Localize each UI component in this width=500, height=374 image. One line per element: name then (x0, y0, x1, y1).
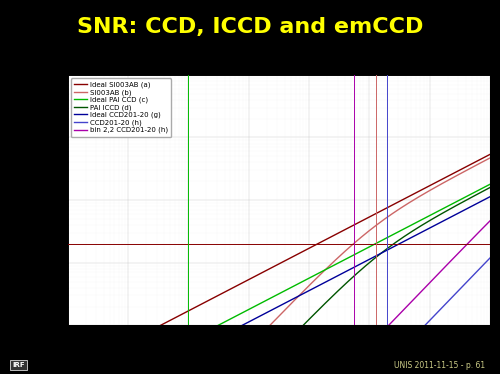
Ideal CCD201-20 (g) (397, 241, 403, 246)
Ideal PAI CCD (c) (258, 300, 264, 305)
CCD201-20 (h) (474, 269, 480, 273)
Line: CCD201-20 (h): CCD201-20 (h) (68, 258, 490, 374)
Ideal PAI CCD (c) (474, 188, 480, 193)
PAI ICCD (d) (397, 237, 403, 242)
PAI ICCD (d) (474, 192, 480, 196)
CCD201-20 (h) (487, 256, 493, 260)
Ideal PAI CCD (c) (487, 182, 493, 187)
Title: t=1/25 s, T=0.5, f/1.6, bin=1x1: t=1/25 s, T=0.5, f/1.6, bin=1x1 (208, 65, 350, 74)
CCD201-20 (h) (397, 349, 403, 353)
Line: PAI ICCD (d): PAI ICCD (d) (68, 187, 490, 374)
Ideal SI003AB (a) (258, 271, 264, 275)
Ideal PAI CCD (c) (397, 229, 403, 233)
SI003AB (b) (474, 162, 480, 167)
PAI ICCD (d) (474, 192, 480, 196)
SI003AB (b) (474, 162, 480, 167)
Line: bin 2,2 CCD201-20 (h): bin 2,2 CCD201-20 (h) (68, 221, 490, 374)
Line: Ideal PAI CCD (c): Ideal PAI CCD (c) (68, 184, 490, 374)
Ideal CCD201-20 (g) (270, 307, 276, 312)
PAI ICCD (d) (487, 185, 493, 190)
Ideal SI003AB (a) (487, 152, 493, 157)
Line: Ideal SI003AB (a): Ideal SI003AB (a) (68, 154, 490, 374)
Ideal CCD201-20 (g) (258, 313, 264, 318)
SI003AB (b) (258, 331, 264, 336)
Text: IRF: IRF (12, 362, 25, 368)
Line: Ideal CCD201-20 (g): Ideal CCD201-20 (g) (68, 197, 490, 374)
Ideal SI003AB (a) (397, 199, 403, 203)
Ideal SI003AB (a) (86, 360, 92, 365)
Text: UNIS 2011-11-15 - p. 61: UNIS 2011-11-15 - p. 61 (394, 361, 485, 370)
Ideal SI003AB (a) (270, 265, 276, 269)
Ideal PAI CCD (c) (270, 295, 276, 299)
CCD201-20 (h) (474, 269, 480, 273)
Ideal SI003AB (a) (474, 159, 480, 163)
bin 2,2 CCD201-20 (h) (487, 219, 493, 223)
Ideal SI003AB (a) (64, 371, 70, 374)
Ideal CCD201-20 (g) (474, 201, 480, 205)
Ideal CCD201-20 (g) (487, 194, 493, 199)
X-axis label: Column emission rate Rayleighs 557.7 nm: Column emission rate Rayleighs 557.7 nm (183, 346, 374, 355)
Legend: Ideal SI003AB (a), SI003AB (b), Ideal PAI CCD (c), PAI ICCD (d), Ideal CCD201-20: Ideal SI003AB (a), SI003AB (b), Ideal PA… (71, 78, 172, 137)
SI003AB (b) (270, 320, 276, 325)
bin 2,2 CCD201-20 (h) (397, 311, 403, 316)
SI003AB (b) (397, 206, 403, 211)
Ideal CCD201-20 (g) (474, 201, 480, 205)
Line: SI003AB (b): SI003AB (b) (68, 158, 490, 374)
PAI ICCD (d) (258, 365, 264, 370)
bin 2,2 CCD201-20 (h) (474, 231, 480, 236)
bin 2,2 CCD201-20 (h) (474, 231, 480, 236)
Y-axis label: SNR: SNR (24, 190, 34, 210)
Ideal SI003AB (a) (474, 159, 480, 163)
SI003AB (b) (487, 156, 493, 160)
PAI ICCD (d) (270, 354, 276, 359)
Ideal PAI CCD (c) (474, 188, 480, 193)
Text: SNR: CCD, ICCD and emCCD: SNR: CCD, ICCD and emCCD (77, 17, 423, 37)
